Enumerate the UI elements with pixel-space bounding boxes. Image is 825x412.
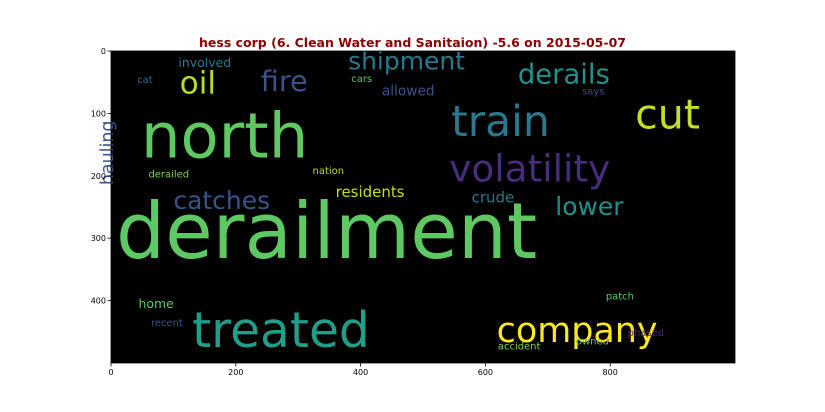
word-catches: catches [173, 186, 270, 215]
word-says: says [582, 87, 604, 98]
axes: 0 200 400 600 800 0 100 200 300 400 [91, 47, 736, 377]
x-tick-label: 800 [603, 368, 618, 377]
plot-frame [110, 50, 736, 364]
word-patch: patch [606, 291, 634, 302]
word-allowed: allowed [382, 83, 435, 99]
y-tick-label: 0 [101, 47, 106, 56]
word-train: train [451, 98, 550, 147]
word-accident: accident [498, 341, 541, 352]
y-tick-label: 200 [91, 172, 106, 181]
word-home: home [138, 296, 173, 311]
y-tick-label: 300 [91, 234, 106, 243]
word-crude: crude [472, 189, 515, 207]
word-layer: derailment north treated train cut volatility… [98, 47, 700, 359]
y-tick-label: 400 [91, 297, 106, 306]
word-cars: cars [351, 74, 372, 85]
word-treated: treated [192, 303, 370, 359]
word-north: north [141, 100, 308, 173]
word-volatility: volatility [449, 146, 610, 190]
word-nation: nation [313, 166, 345, 177]
plot-area [111, 51, 735, 363]
word-shipment: shipment [348, 47, 465, 76]
y-tick-label: 100 [91, 109, 106, 118]
word-company: company [497, 311, 658, 351]
x-tick-label: 400 [353, 368, 368, 377]
word-lower: lower [555, 192, 624, 221]
word-phased: phased [628, 328, 664, 339]
word-fire: fire [261, 64, 308, 98]
x-tick-label: 0 [108, 368, 113, 377]
word-recent: recent [151, 318, 183, 329]
x-tick-label: 600 [478, 368, 493, 377]
x-tick-label: 200 [228, 368, 243, 377]
word-cut: cut [635, 90, 700, 138]
word-oil: oil [180, 65, 216, 101]
word-involved: involved [178, 55, 231, 70]
chart-title: hess corp (6. Clean Water and Sanitaion)… [199, 35, 626, 50]
word-derails: derails [518, 59, 610, 90]
word-hauling: hauling [98, 120, 118, 185]
word-residents: residents [336, 183, 405, 201]
word-derailed: derailed [148, 170, 189, 181]
word-owned: owned [576, 336, 609, 347]
word-cat: cat [137, 75, 153, 86]
word-derailment: derailment [116, 187, 537, 277]
